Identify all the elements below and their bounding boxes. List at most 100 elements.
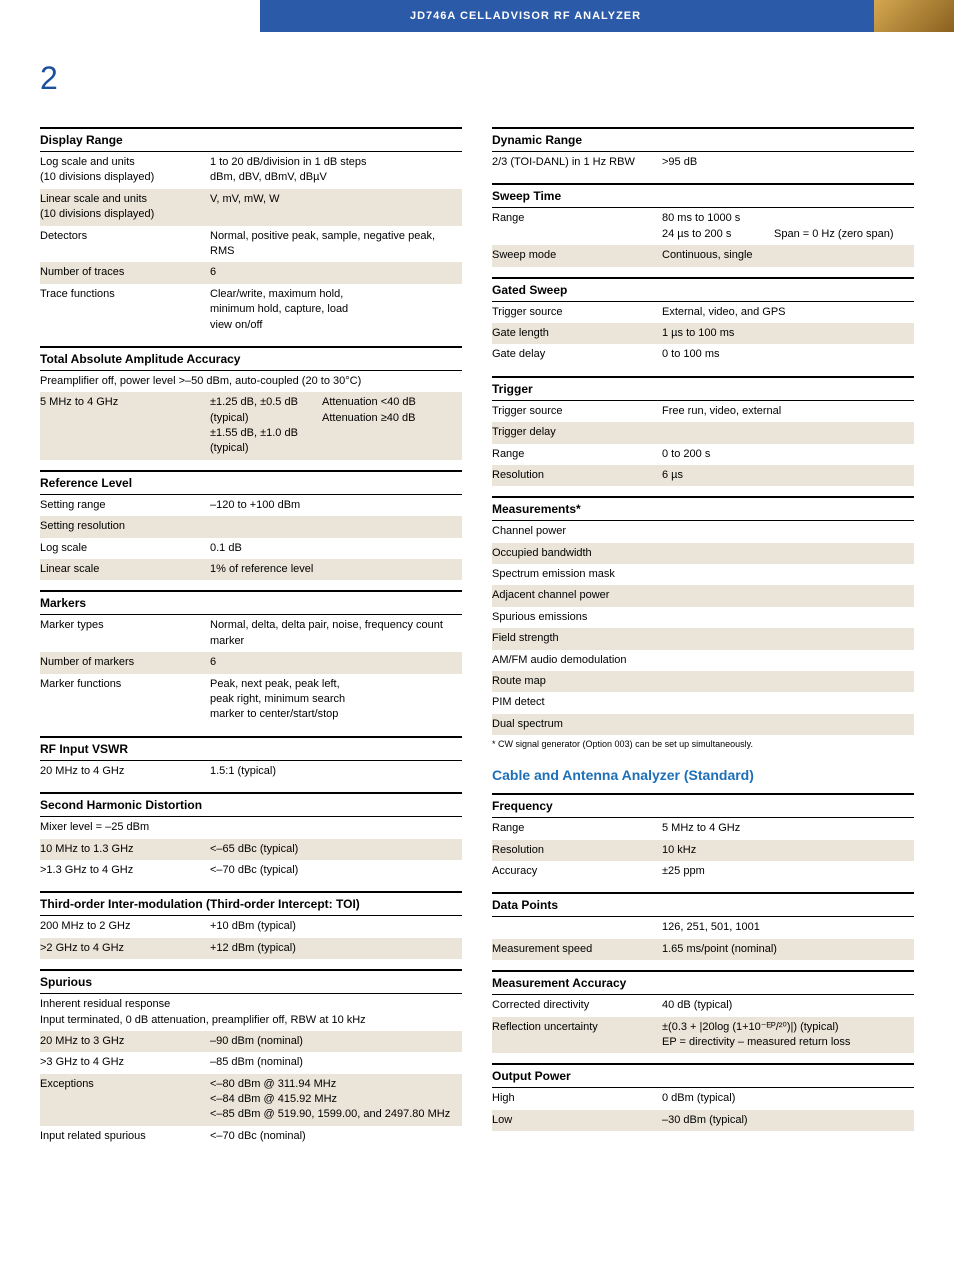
spec-val: <–70 dBc (typical): [210, 863, 462, 878]
spec-val: >95 dB: [662, 155, 914, 170]
spec-val: ±(0.3 + |20log (1+10⁻ᴱᴾ/²⁰)|) (typical)E…: [662, 1020, 914, 1051]
spec-key: Input related spurious: [40, 1129, 210, 1144]
spec-val: Clear/write, maximum hold,minimum hold, …: [210, 287, 462, 333]
spec-val: Free run, video, external: [662, 404, 914, 419]
spec-row: Setting range–120 to +100 dBm: [40, 495, 462, 516]
section-head: Trigger: [492, 376, 914, 401]
spec-key: 10 MHz to 1.3 GHz: [40, 842, 210, 857]
spec-key: Sweep mode: [492, 248, 662, 263]
spec-val: 6: [210, 265, 462, 280]
spec-val: 0 to 200 s: [662, 447, 914, 462]
spec-key: Accuracy: [492, 864, 662, 879]
spec-key: High: [492, 1091, 662, 1106]
spec-key: Marker functions: [40, 677, 210, 723]
spec-row: Trace functionsClear/write, maximum hold…: [40, 284, 462, 336]
spec-row: 5 MHz to 4 GHz±1.25 dB, ±0.5 dB (typical…: [40, 392, 462, 460]
spec-row: Gate delay0 to 100 ms: [492, 344, 914, 365]
list-item: PIM detect: [492, 692, 914, 713]
spec-row: Log scale0.1 dB: [40, 538, 462, 559]
spec-val: <–70 dBc (nominal): [210, 1129, 462, 1144]
spec-row: Resolution6 µs: [492, 465, 914, 486]
spec-row: Mixer level = –25 dBm: [40, 817, 462, 838]
spec-key: Log scale: [40, 541, 210, 556]
section-note: Inherent residual responseInput terminat…: [40, 994, 462, 1031]
spec-row: Number of traces6: [40, 262, 462, 283]
spec-val: 5 MHz to 4 GHz: [662, 821, 914, 836]
spec-key: Range: [492, 211, 662, 242]
spec-key: [492, 920, 662, 935]
list-item: Adjacent channel power: [492, 585, 914, 606]
spec-val: +10 dBm (typical): [210, 919, 462, 934]
spec-row: >2 GHz to 4 GHz+12 dBm (typical): [40, 938, 462, 959]
list-item: AM/FM audio demodulation: [492, 650, 914, 671]
spec-key: >1.3 GHz to 4 GHz: [40, 863, 210, 878]
spec-row: >1.3 GHz to 4 GHz<–70 dBc (typical): [40, 860, 462, 881]
spec-key: Marker types: [40, 618, 210, 649]
caa-heading: Cable and Antenna Analyzer (Standard): [492, 767, 914, 783]
section-head: Output Power: [492, 1063, 914, 1088]
spec-key: Corrected directivity: [492, 998, 662, 1013]
spec-key: Trigger source: [492, 404, 662, 419]
spec-val: <–80 dBm @ 311.94 MHz<–84 dBm @ 415.92 M…: [210, 1077, 462, 1123]
spec-row: Input related spurious<–70 dBc (nominal): [40, 1126, 462, 1147]
spec-val: [210, 519, 462, 534]
spec-key: Linear scale and units(10 divisions disp…: [40, 192, 210, 223]
section-head: Measurements*: [492, 496, 914, 521]
spec-row: Range80 ms to 1000 s24 µs to 200 sSpan =…: [492, 208, 914, 245]
page-number: 2: [40, 60, 954, 97]
spec-val: [210, 820, 462, 835]
content-columns: Display RangeLog scale and units(10 divi…: [0, 117, 954, 1177]
spec-val: 6 µs: [662, 468, 914, 483]
spec-val: 1% of reference level: [210, 562, 462, 577]
spec-val: 10 kHz: [662, 843, 914, 858]
spec-key: Measurement speed: [492, 942, 662, 957]
spec-val: –120 to +100 dBm: [210, 498, 462, 513]
spec-val: 40 dB (typical): [662, 998, 914, 1013]
spec-row: Marker typesNormal, delta, delta pair, n…: [40, 615, 462, 652]
header-title: JD746A CELLADVISOR RF ANALYZER: [260, 0, 954, 32]
list-item: Occupied bandwidth: [492, 543, 914, 564]
spec-row: Linear scale and units(10 divisions disp…: [40, 189, 462, 226]
section-note: Preamplifier off, power level >–50 dBm, …: [40, 371, 462, 392]
spec-val: 1 to 20 dB/division in 1 dB stepsdBm, dB…: [210, 155, 462, 186]
spec-row: High0 dBm (typical): [492, 1088, 914, 1109]
spec-row: Setting resolution: [40, 516, 462, 537]
spec-val: Normal, positive peak, sample, negative …: [210, 229, 462, 260]
spec-val: –90 dBm (nominal): [210, 1034, 462, 1049]
header-corner-graphic: [874, 0, 954, 32]
spec-key: Number of markers: [40, 655, 210, 670]
section-head: RF Input VSWR: [40, 736, 462, 761]
spec-extra: Attenuation <40 dBAttenuation ≥40 dB: [322, 395, 462, 457]
section-head: Data Points: [492, 892, 914, 917]
spec-key: Exceptions: [40, 1077, 210, 1123]
spec-key: Trigger delay: [492, 425, 662, 440]
spec-extra: [774, 248, 914, 263]
list-item: Field strength: [492, 628, 914, 649]
spec-key: 20 MHz to 3 GHz: [40, 1034, 210, 1049]
spec-val: 126, 251, 501, 1001: [662, 920, 914, 935]
spec-row: Sweep modeContinuous, single: [492, 245, 914, 266]
spec-val: –30 dBm (typical): [662, 1113, 914, 1128]
header-band: JD746A CELLADVISOR RF ANALYZER: [0, 0, 954, 50]
list-item: Route map: [492, 671, 914, 692]
spec-row: Corrected directivity40 dB (typical): [492, 995, 914, 1016]
spec-val: +12 dBm (typical): [210, 941, 462, 956]
spec-key: Resolution: [492, 468, 662, 483]
spec-row: 10 MHz to 1.3 GHz<–65 dBc (typical): [40, 839, 462, 860]
spec-val: 1.5:1 (typical): [210, 764, 462, 779]
spec-key: 2/3 (TOI-DANL) in 1 Hz RBW: [492, 155, 662, 170]
spec-row: Trigger delay: [492, 422, 914, 443]
spec-key: >3 GHz to 4 GHz: [40, 1055, 210, 1070]
spec-key: Setting range: [40, 498, 210, 513]
spec-row: Linear scale1% of reference level: [40, 559, 462, 580]
spec-key: >2 GHz to 4 GHz: [40, 941, 210, 956]
section-head: Spurious: [40, 969, 462, 994]
spec-val: 1.65 ms/point (nominal): [662, 942, 914, 957]
spec-row: Accuracy±25 ppm: [492, 861, 914, 882]
section-head: Measurement Accuracy: [492, 970, 914, 995]
spec-key: Trigger source: [492, 305, 662, 320]
left-column: Display RangeLog scale and units(10 divi…: [40, 117, 462, 1147]
spec-key: Setting resolution: [40, 519, 210, 534]
spec-row: Measurement speed1.65 ms/point (nominal): [492, 939, 914, 960]
spec-key: Detectors: [40, 229, 210, 260]
